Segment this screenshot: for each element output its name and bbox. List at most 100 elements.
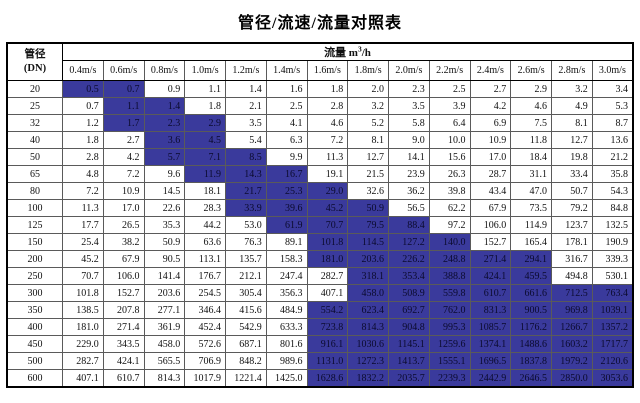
flow-value-cell: 3.5 — [388, 97, 430, 115]
flow-value-cell: 17.0 — [102, 199, 145, 217]
flow-value-cell: 346.4 — [184, 301, 226, 319]
dn-cell: 80 — [6, 182, 63, 200]
flow-value-cell: 97.2 — [428, 216, 471, 234]
flow-value-cell-highlighted: 1266.7 — [551, 318, 593, 336]
flow-value-cell: 1.8 — [62, 131, 104, 149]
flow-value-cell-highlighted: 559.8 — [428, 284, 471, 302]
flow-value-cell-highlighted: 900.5 — [510, 301, 552, 319]
flow-value-cell: 6.3 — [265, 131, 308, 149]
dn-cell: 200 — [6, 250, 63, 268]
flow-value-cell: 2.7 — [469, 80, 512, 98]
flow-value-cell: 17.7 — [62, 216, 104, 234]
dn-cell: 20 — [6, 80, 63, 98]
flow-value-cell: 207.8 — [102, 301, 145, 319]
flow-value-cell-highlighted: 2.3 — [143, 114, 186, 132]
flow-value-cell: 424.1 — [102, 352, 145, 370]
flow-value-cell: 9.9 — [265, 148, 308, 166]
flow-value-cell: 706.9 — [184, 352, 226, 370]
flow-value-cell-highlighted: 2120.6 — [591, 352, 634, 370]
velocity-column-header: 1.6m/s — [306, 60, 349, 81]
flow-value-cell: 3.4 — [591, 80, 634, 98]
flow-value-cell: 123.7 — [551, 216, 593, 234]
flow-value-cell: 415.6 — [225, 301, 267, 319]
table-header: 管径 (DN) 流量 m3/h 0.4m/s 0.6m/s 0.8m/s 1.0m/s… — [6, 42, 634, 81]
flow-value-cell-highlighted: 101.8 — [306, 233, 349, 251]
flow-value-cell-highlighted: 904.8 — [388, 318, 430, 336]
velocity-column-header: 2.2m/s — [428, 60, 471, 81]
flow-value-cell-highlighted: 1176.2 — [510, 318, 552, 336]
velocity-column-header: 1.8m/s — [347, 60, 389, 81]
header-row-flow: 管径 (DN) 流量 m3/h — [6, 42, 634, 81]
flow-value-cell-highlighted: 995.3 — [428, 318, 471, 336]
flow-value-cell: 407.1 — [62, 369, 104, 388]
flow-value-cell-highlighted: 762.0 — [428, 301, 471, 319]
flow-value-cell-highlighted: 29.0 — [306, 182, 349, 200]
flow-value-cell-highlighted: 1832.2 — [347, 369, 389, 388]
flow-value-cell-highlighted: 1413.7 — [388, 352, 430, 370]
flow-value-cell: 53.0 — [225, 216, 267, 234]
flow-value-cell-highlighted: 1272.3 — [347, 352, 389, 370]
flow-value-cell: 7.2 — [62, 182, 104, 200]
flow-value-cell: 633.3 — [265, 318, 308, 336]
flow-value-cell: 5.2 — [347, 114, 389, 132]
flow-value-cell-highlighted: 50.9 — [347, 199, 389, 217]
table-row: 50 2.8 4.2 5.7 7.1 8.5 9.9 11.3 12.7 14.1 15.6 17.0… — [6, 148, 634, 166]
dn-cell: 40 — [6, 131, 63, 149]
table-row: 25 0.7 1.1 1.4 1.8 2.1 2.5 2.8 3.2 3.5 3.9 4.2 4.6 4.… — [6, 97, 634, 115]
flow-value-cell-highlighted: 763.4 — [591, 284, 634, 302]
flow-value-cell: 0.7 — [62, 97, 104, 115]
flow-value-cell-highlighted: 969.8 — [551, 301, 593, 319]
flow-value-cell: 1.2 — [62, 114, 104, 132]
flow-value-cell: 1425.0 — [265, 369, 308, 388]
flow-value-cell: 229.0 — [62, 335, 104, 353]
dn-cell: 300 — [6, 284, 63, 302]
flow-value-cell: 178.1 — [551, 233, 593, 251]
flow-value-cell: 106.0 — [102, 267, 145, 285]
flow-value-cell: 138.5 — [62, 301, 104, 319]
dn-cell: 65 — [6, 165, 63, 183]
flow-value-cell: 5.8 — [388, 114, 430, 132]
corner-header-line1: 管径 — [24, 48, 46, 60]
flow-value-cell-highlighted: 1488.6 — [510, 335, 552, 353]
flow-value-cell: 63.6 — [184, 233, 226, 251]
flow-value-cell: 10.0 — [428, 131, 471, 149]
flow-value-cell: 7.2 — [306, 131, 349, 149]
flow-value-cell: 801.6 — [265, 335, 308, 353]
flow-value-cell: 458.0 — [143, 335, 186, 353]
flow-unit-superscript: 3 — [357, 44, 362, 54]
table-row: 100 11.3 17.0 22.6 28.3 33.9 39.6 45.2 50.9 56.5 6… — [6, 199, 634, 217]
flow-value-cell: 2.5 — [265, 97, 308, 115]
flow-value-cell: 21.5 — [347, 165, 389, 183]
dn-cell: 500 — [6, 352, 63, 370]
flow-value-cell: 113.1 — [184, 250, 226, 268]
flow-value-cell: 18.4 — [510, 148, 552, 166]
flow-value-cell: 23.9 — [388, 165, 430, 183]
table-row: 500 282.7 424.1 565.5 706.9 848.2 989.6 1131.0 1… — [6, 352, 634, 370]
header-row-velocities: 0.4m/s 0.6m/s 0.8m/s 1.0m/s 1.2m/s 1.4m/s 1.6m… — [7, 60, 634, 81]
flow-value-cell: 135.7 — [225, 250, 267, 268]
table-row: 20 0.5 0.7 0.9 1.1 1.4 1.6 1.8 2.0 2.3 2.5 2.7 2.9 3.… — [6, 80, 634, 98]
flow-value-cell-highlighted: 1.7 — [102, 114, 145, 132]
flow-value-cell: 10.9 — [469, 131, 512, 149]
flow-value-cell: 141.4 — [143, 267, 186, 285]
flow-value-cell: 530.1 — [591, 267, 634, 285]
flow-value-cell: 44.2 — [184, 216, 226, 234]
table-row: 400 181.0 271.4 361.9 452.4 542.9 633.3 723.8 81… — [6, 318, 634, 336]
flow-value-cell-highlighted: 1131.0 — [306, 352, 349, 370]
flow-value-cell-highlighted: 88.4 — [388, 216, 430, 234]
velocity-column-header: 0.4m/s — [62, 60, 104, 81]
flow-value-cell-highlighted: 203.6 — [347, 250, 389, 268]
flow-value-cell: 2.9 — [510, 80, 552, 98]
flow-value-cell: 70.7 — [62, 267, 104, 285]
flow-value-cell: 1221.4 — [225, 369, 267, 388]
flow-value-cell: 11.3 — [306, 148, 349, 166]
flow-value-cell: 3.2 — [551, 80, 593, 98]
flow-value-cell: 14.1 — [388, 148, 430, 166]
flow-value-cell-highlighted: 79.5 — [347, 216, 389, 234]
flow-value-cell-highlighted: 2850.0 — [551, 369, 593, 388]
flow-value-cell: 45.2 — [62, 250, 104, 268]
flow-value-cell-highlighted: 0.5 — [62, 80, 104, 98]
flow-value-cell: 542.9 — [225, 318, 267, 336]
flow-value-cell: 32.6 — [347, 182, 389, 200]
